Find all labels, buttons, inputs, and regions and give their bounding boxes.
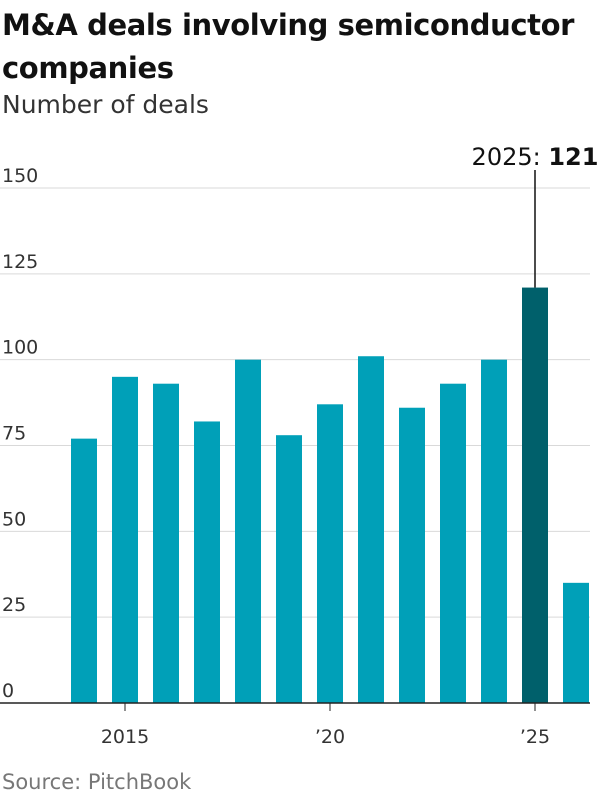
annotation: 2025: 121 xyxy=(472,143,599,288)
annotation-label: 2025: 121 xyxy=(472,143,599,171)
bar-2023 xyxy=(440,383,466,703)
bar-2020 xyxy=(317,404,343,703)
y-tick-label: 0 xyxy=(2,680,14,702)
annotation-year: 2025: xyxy=(472,143,549,171)
chart-subtitle: Number of deals xyxy=(2,90,209,119)
bar-2018 xyxy=(235,359,261,703)
bars xyxy=(71,287,589,703)
annotation-value: 121 xyxy=(548,143,598,171)
bar-2014 xyxy=(71,438,97,703)
bar-2022 xyxy=(399,407,425,703)
x-tick-label: ’20 xyxy=(315,726,345,748)
y-tick-label: 125 xyxy=(2,251,38,273)
bar-2015 xyxy=(112,376,138,703)
x-tick-label: 2015 xyxy=(101,726,149,748)
y-axis-labels: 0 25 50 75 100 125 150 xyxy=(2,165,38,702)
y-tick-label: 75 xyxy=(2,423,26,445)
y-tick-label: 150 xyxy=(2,165,38,187)
chart-title: M&A deals involving semiconductor compan… xyxy=(2,8,575,85)
bar-2026 xyxy=(563,582,589,703)
y-tick-label: 50 xyxy=(2,508,26,530)
x-tick-label: ’25 xyxy=(520,726,550,748)
bar-2024 xyxy=(481,359,507,703)
bar-2016 xyxy=(153,383,179,703)
y-tick-label: 25 xyxy=(2,594,26,616)
bar-2021 xyxy=(358,356,384,703)
bar-2017 xyxy=(194,421,220,703)
x-axis: 2015 ’20 ’25 xyxy=(0,702,590,748)
bar-2019 xyxy=(276,435,302,703)
source-note: Source: PitchBook xyxy=(2,770,192,794)
bar-2025 xyxy=(522,287,548,703)
y-tick-label: 100 xyxy=(2,337,38,359)
